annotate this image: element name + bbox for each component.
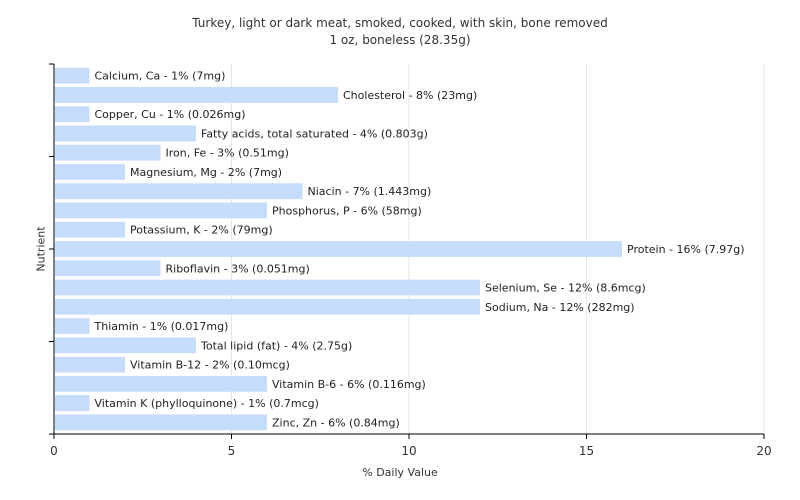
bar-label: Cholesterol - 8% (23mg)	[343, 89, 477, 102]
bar-label: Sodium, Na - 12% (282mg)	[485, 301, 635, 314]
bar	[55, 260, 161, 277]
bar-label: Selenium, Se - 12% (8.6mcg)	[485, 282, 646, 295]
bar	[55, 356, 125, 373]
bar-label: Vitamin K (phylloquinone) - 1% (0.7mcg)	[95, 397, 319, 410]
bar	[55, 183, 303, 200]
bar-label: Protein - 16% (7.97g)	[627, 243, 745, 256]
x-tick-label: 20	[756, 444, 771, 458]
bar	[55, 318, 90, 334]
bar	[55, 144, 161, 161]
bar	[55, 125, 196, 142]
bar	[55, 375, 267, 392]
bar	[55, 241, 622, 257]
bar	[55, 202, 267, 219]
bar	[55, 86, 338, 103]
bar	[55, 414, 267, 431]
y-axis-label: Nutrient	[34, 226, 48, 272]
bar-label: Vitamin B-12 - 2% (0.10mcg)	[130, 359, 290, 372]
chart-title: Turkey, light or dark meat, smoked, cook…	[192, 16, 608, 30]
bar	[55, 298, 480, 315]
bar-label: Iron, Fe - 3% (0.51mg)	[166, 147, 289, 160]
bar	[55, 395, 90, 412]
x-tick-label: 0	[50, 444, 58, 458]
bar-label: Phosphorus, P - 6% (58mg)	[272, 204, 422, 217]
bar-label: Thiamin - 1% (0.017mg)	[94, 320, 229, 333]
bar-label: Calcium, Ca - 1% (7mg)	[95, 70, 226, 83]
bar-label: Zinc, Zn - 6% (0.84mg)	[272, 416, 400, 429]
bar	[55, 164, 125, 180]
bar	[55, 279, 480, 296]
x-tick-label: 5	[228, 444, 236, 458]
bar-label: Vitamin B-6 - 6% (0.116mg)	[272, 378, 426, 391]
bar-label: Total lipid (fat) - 4% (2.75g)	[200, 339, 352, 352]
bar-label: Niacin - 7% (1.443mg)	[308, 185, 432, 198]
bar	[55, 337, 196, 354]
bar	[55, 67, 90, 84]
bar-label: Fatty acids, total saturated - 4% (0.803…	[201, 127, 428, 140]
bar	[55, 221, 125, 238]
bar-label: Riboflavin - 3% (0.051mg)	[166, 262, 310, 275]
bar-label: Potassium, K - 2% (79mg)	[130, 224, 273, 237]
bar-label: Magnesium, Mg - 2% (7mg)	[130, 166, 282, 179]
bar	[55, 106, 90, 123]
bar-label: Copper, Cu - 1% (0.026mg)	[95, 108, 246, 121]
x-axis-label: % Daily Value	[362, 466, 438, 479]
x-tick-label: 10	[401, 444, 416, 458]
chart-subtitle: 1 oz, boneless (28.35g)	[329, 33, 471, 47]
x-tick-label: 15	[579, 444, 594, 458]
